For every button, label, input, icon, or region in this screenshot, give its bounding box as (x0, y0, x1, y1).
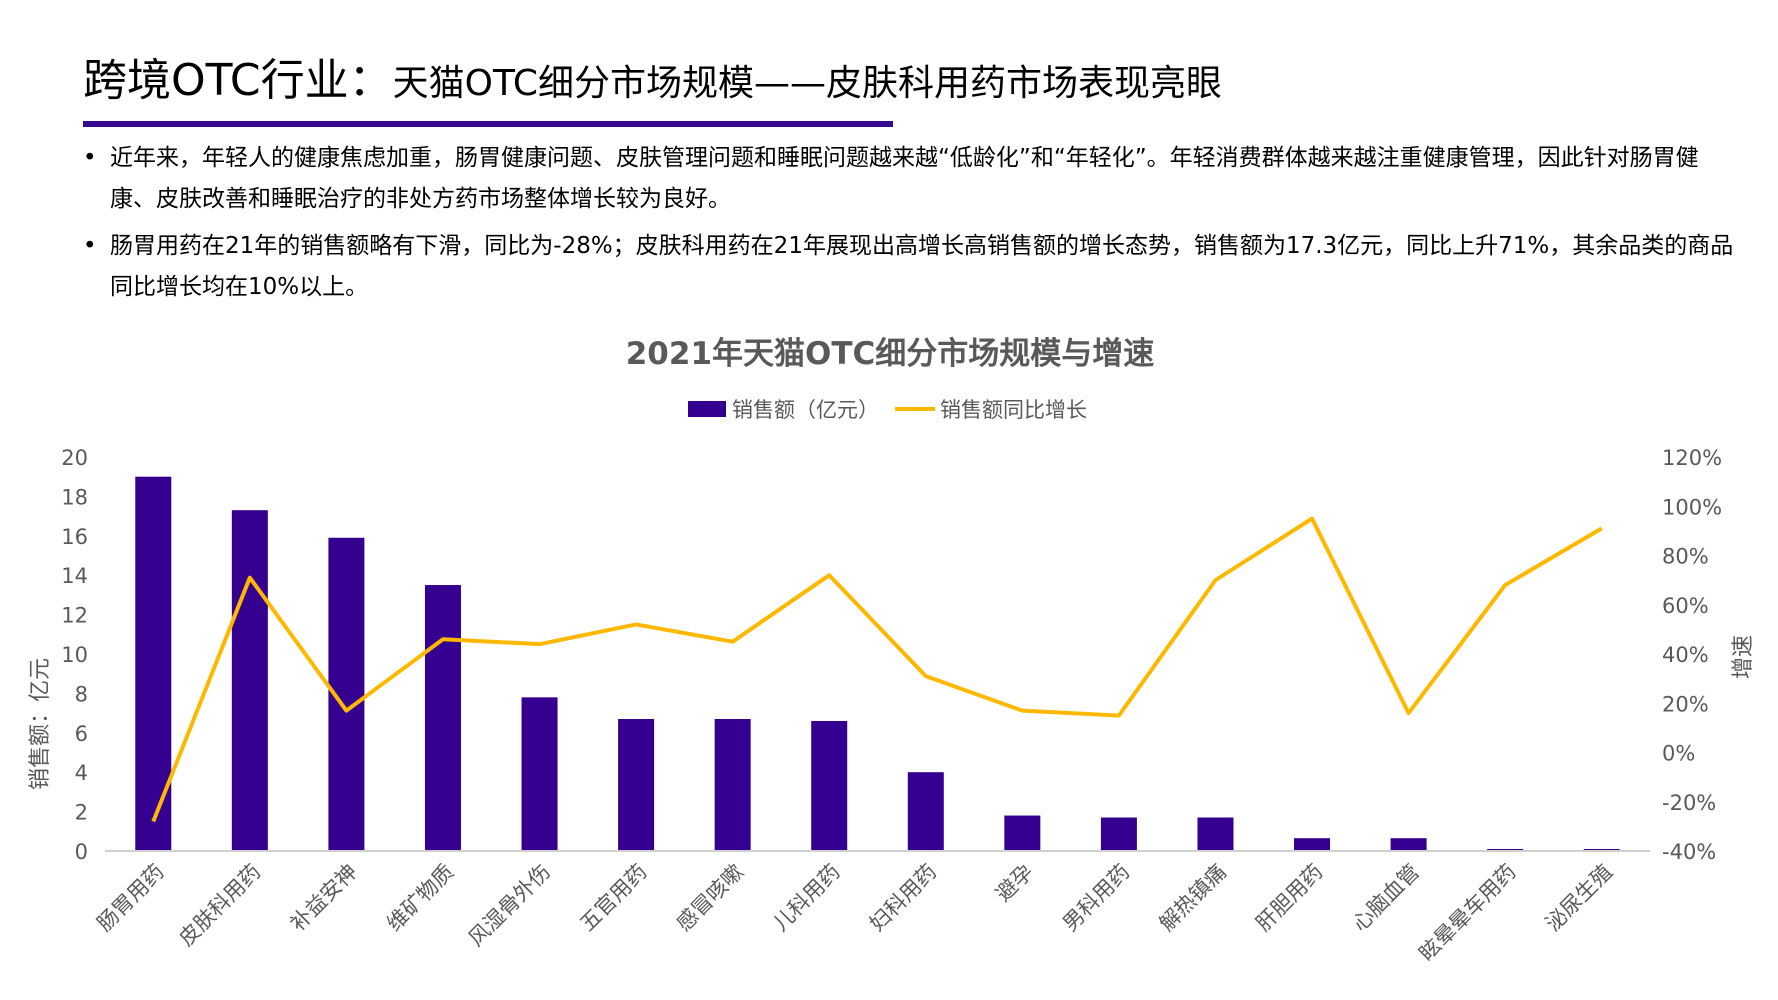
y-axis-label: 销售额：亿元 (28, 658, 53, 790)
x-tick-label: 男科用药 (1058, 860, 1134, 936)
x-tick-label: 补益安神 (286, 860, 362, 936)
bar (811, 720, 848, 851)
bullet-item: 近年来，年轻人的健康焦虑加重，肠胃健康问题、皮肤管理问题和睡眠问题越来越“低龄化… (80, 138, 1740, 220)
bar (521, 697, 558, 851)
x-tick-label: 维矿物质 (382, 860, 458, 936)
chart-title: 2021年天猫OTC细分市场规模与增速 (626, 336, 1155, 372)
growth-line (151, 516, 1603, 823)
title-underline (83, 121, 893, 127)
y-tick-label: 4 (75, 761, 88, 785)
x-tick-label: 五官用药 (575, 860, 651, 936)
y-tick-label: 16 (61, 525, 88, 549)
y-tick-label: 12 (61, 604, 88, 628)
bar (1004, 815, 1041, 851)
bar (907, 772, 944, 851)
y2-tick-label: 0% (1662, 742, 1695, 766)
y2-tick-label: 100% (1662, 495, 1722, 519)
y2-tick-label: 80% (1662, 545, 1709, 569)
x-tick-label: 心脑血管 (1348, 860, 1424, 936)
bar (1197, 817, 1234, 851)
x-tick-label: 感冒咳嗽 (672, 860, 748, 936)
x-tick-label: 解热镇痛 (1155, 860, 1231, 936)
title-sub: 天猫OTC细分市场规模——皮肤科用药市场表现亮眼 (392, 63, 1223, 104)
title-main: 跨境OTC行业： (83, 55, 393, 106)
x-tick-label: 皮肤科用药 (174, 860, 265, 951)
bar (231, 510, 268, 851)
x-tick-label: 眩晕晕车用药 (1415, 860, 1521, 966)
y-tick-label: 18 (61, 485, 88, 509)
x-tick-label: 泌尿生殖 (1541, 860, 1617, 936)
y-tick-label: 6 (75, 722, 88, 746)
x-tick-label: 肝胆用药 (1251, 860, 1327, 936)
y-tick-label: 0 (75, 840, 88, 864)
x-tick-label: 儿科用药 (768, 860, 844, 936)
y2-axis-label: 增速 (1731, 635, 1756, 679)
bar (1390, 838, 1427, 851)
bar (1294, 838, 1331, 851)
bar (1100, 817, 1137, 851)
y2-tick-label: -40% (1662, 840, 1716, 864)
bar (618, 719, 655, 851)
page-title: 跨境OTC行业：天猫OTC细分市场规模——皮肤科用药市场表现亮眼 (83, 44, 1222, 108)
y2-tick-label: -20% (1662, 791, 1716, 815)
y-tick-label: 8 (75, 682, 88, 706)
x-tick-label: 妇科用药 (865, 860, 941, 936)
y2-tick-label: 20% (1662, 692, 1709, 716)
x-tick-label: 避孕 (991, 860, 1038, 907)
y-tick-label: 10 (61, 643, 88, 667)
y-tick-label: 2 (75, 801, 88, 825)
legend-bar-swatch (688, 401, 726, 417)
y2-tick-label: 40% (1662, 643, 1709, 667)
y2-tick-label: 60% (1662, 594, 1709, 618)
y2-tick-label: 120% (1662, 446, 1722, 470)
legend-bar-label: 销售额（亿元） (732, 398, 879, 422)
bar (424, 585, 461, 851)
y-tick-label: 14 (61, 564, 88, 588)
legend-line-label: 销售额同比增长 (940, 398, 1087, 422)
y-tick-label: 20 (61, 446, 88, 470)
bullet-list: 近年来，年轻人的健康焦虑加重，肠胃健康问题、皮肤管理问题和睡眠问题越来越“低龄化… (80, 138, 1740, 314)
x-tick-label: 风湿骨外伤 (464, 860, 555, 951)
bar (714, 719, 751, 851)
x-tick-label: 肠胃用药 (92, 860, 168, 936)
bullet-item: 肠胃用药在21年的销售额略有下滑，同比为-28%；皮肤科用药在21年展现出高增长… (80, 226, 1740, 308)
